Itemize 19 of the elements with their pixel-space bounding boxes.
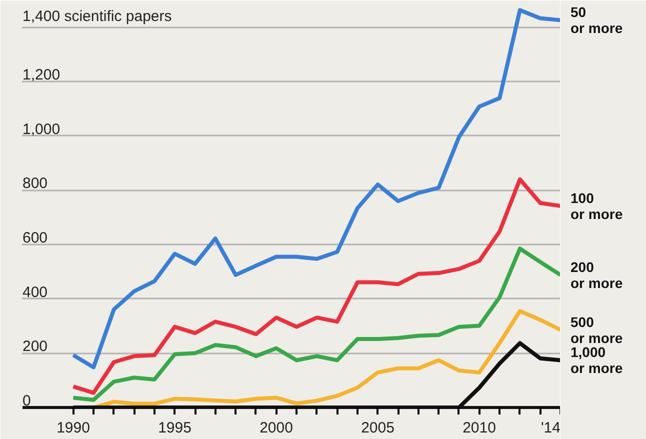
- x-tick-label: 2000: [260, 420, 293, 436]
- x-tick-label: '14: [540, 420, 561, 436]
- y-tick-label: 1,200: [22, 66, 60, 84]
- x-tick-label: 2005: [361, 420, 394, 436]
- series-label: 1,000 or more: [570, 344, 623, 376]
- series-label: 100 or more: [570, 190, 623, 222]
- y-tick-label: 600: [22, 230, 48, 247]
- series-label: 50 or more: [570, 4, 623, 36]
- x-tick-label: 1995: [158, 420, 192, 436]
- y-tick-label: 0: [22, 392, 31, 410]
- y-tick-label: 1,400 scientific papers: [22, 8, 172, 26]
- y-tick-label: 800: [22, 175, 48, 192]
- y-tick-label: 400: [22, 284, 48, 301]
- y-tick-label: 200: [22, 338, 48, 356]
- x-tick-label: 1990: [56, 420, 90, 436]
- series-label: 500 or more: [570, 314, 623, 346]
- y-tick-label: 1,000: [22, 120, 60, 138]
- x-tick-label: 2010: [462, 420, 496, 436]
- series-label: 200 or more: [570, 258, 623, 291]
